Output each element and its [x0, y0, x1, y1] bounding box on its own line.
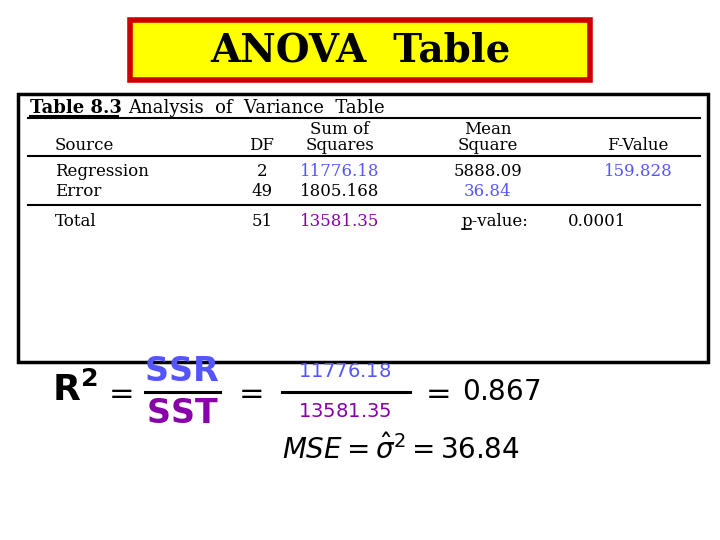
Text: 159.828: 159.828	[603, 164, 672, 180]
Text: Analysis  of  Variance  Table: Analysis of Variance Table	[128, 99, 384, 117]
Text: $MSE = \hat{\sigma}^{2} = 36.84$: $MSE = \hat{\sigma}^{2} = 36.84$	[282, 435, 519, 465]
Text: Total: Total	[55, 213, 96, 231]
Text: $\mathbf{R}^{\mathbf{2}}$: $\mathbf{R}^{\mathbf{2}}$	[52, 372, 97, 408]
Text: 13581.35: 13581.35	[300, 213, 379, 231]
Text: Table 8.3: Table 8.3	[30, 99, 122, 117]
Text: $11776.18$: $11776.18$	[298, 363, 392, 381]
Text: Regression: Regression	[55, 164, 149, 180]
Text: Square: Square	[458, 138, 518, 154]
Text: Source: Source	[55, 138, 114, 154]
Text: $=$: $=$	[233, 376, 263, 408]
Text: 1805.168: 1805.168	[300, 184, 379, 200]
Text: $=$: $=$	[420, 376, 450, 408]
Text: 0.0001: 0.0001	[568, 213, 626, 231]
Text: p-value:: p-value:	[462, 213, 529, 231]
Text: Squares: Squares	[305, 138, 374, 154]
Text: 5888.09: 5888.09	[454, 164, 523, 180]
Text: $\mathbf{SST}$: $\mathbf{SST}$	[145, 398, 218, 430]
Text: 36.84: 36.84	[464, 184, 512, 200]
Text: ANOVA  Table: ANOVA Table	[210, 31, 510, 69]
Text: $0.867$: $0.867$	[462, 379, 540, 406]
Text: F-Value: F-Value	[607, 138, 669, 154]
Text: DF: DF	[250, 138, 274, 154]
FancyBboxPatch shape	[130, 20, 590, 80]
Text: 51: 51	[251, 213, 273, 231]
Text: Error: Error	[55, 184, 102, 200]
Text: 2: 2	[257, 164, 267, 180]
Text: $=$: $=$	[103, 376, 133, 408]
Text: Mean: Mean	[464, 122, 512, 138]
Text: 49: 49	[251, 184, 273, 200]
Text: $13581.35$: $13581.35$	[298, 403, 392, 421]
Text: 11776.18: 11776.18	[300, 164, 379, 180]
Text: Sum of: Sum of	[310, 122, 369, 138]
Text: $\mathbf{SSR}$: $\mathbf{SSR}$	[145, 356, 220, 388]
FancyBboxPatch shape	[18, 94, 708, 362]
